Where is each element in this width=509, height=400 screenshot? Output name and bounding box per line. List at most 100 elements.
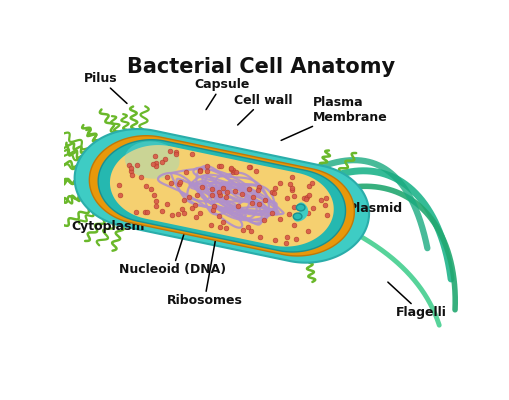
Point	[142, 182, 150, 189]
Point	[207, 192, 215, 198]
Point	[165, 147, 174, 154]
Point	[141, 209, 149, 216]
Point	[215, 163, 223, 169]
Point	[151, 153, 159, 160]
Point	[282, 194, 291, 201]
Point	[231, 168, 239, 175]
Point	[238, 191, 246, 197]
Point	[227, 166, 235, 172]
Point	[244, 164, 252, 170]
Point	[127, 172, 135, 178]
Point	[172, 151, 180, 158]
Polygon shape	[110, 145, 333, 247]
Point	[270, 185, 278, 192]
Point	[178, 206, 186, 212]
Point	[174, 181, 182, 188]
Point	[180, 210, 188, 216]
Point	[259, 217, 267, 224]
Point	[285, 181, 293, 188]
Point	[209, 207, 217, 214]
Point	[260, 197, 268, 204]
Text: Cytoplasm: Cytoplasm	[71, 196, 145, 233]
Ellipse shape	[293, 213, 301, 220]
Point	[288, 174, 296, 180]
Point	[126, 165, 134, 171]
Polygon shape	[98, 140, 345, 252]
Point	[256, 234, 264, 240]
Point	[316, 197, 324, 203]
Point	[252, 168, 260, 174]
Point	[290, 204, 298, 210]
Point	[231, 188, 239, 194]
Point	[132, 208, 140, 215]
Point	[191, 202, 199, 208]
Point	[203, 162, 211, 169]
Ellipse shape	[296, 204, 304, 211]
Point	[244, 224, 252, 230]
Point	[308, 205, 316, 211]
Point	[254, 187, 262, 193]
Point	[143, 208, 151, 215]
Point	[209, 203, 217, 210]
Polygon shape	[89, 136, 354, 256]
Point	[246, 164, 254, 171]
Point	[269, 190, 277, 196]
Point	[125, 162, 133, 168]
Point	[222, 225, 230, 232]
Point	[214, 213, 222, 219]
Point	[304, 228, 312, 234]
Point	[290, 222, 298, 228]
Point	[281, 240, 290, 246]
Point	[322, 195, 330, 201]
Point	[227, 164, 235, 171]
Point	[271, 236, 279, 243]
Point	[288, 185, 296, 192]
Point	[301, 196, 309, 202]
Text: Ribosomes: Ribosomes	[166, 227, 242, 307]
Text: Capsule: Capsule	[194, 78, 249, 110]
Point	[221, 194, 230, 200]
Point	[147, 186, 155, 192]
Point	[222, 188, 231, 195]
Point	[302, 194, 310, 201]
Point	[195, 210, 204, 217]
Point	[151, 198, 159, 204]
Point	[163, 174, 171, 180]
Point	[304, 210, 312, 216]
Text: Pilus: Pilus	[83, 72, 127, 104]
Point	[185, 194, 193, 200]
Point	[173, 211, 181, 217]
Point	[116, 192, 124, 198]
Point	[207, 222, 215, 228]
Point	[136, 174, 145, 180]
Point	[207, 186, 215, 193]
Point	[157, 159, 165, 165]
Point	[176, 179, 184, 186]
Point	[246, 228, 254, 234]
Point	[218, 185, 227, 192]
Point	[152, 202, 160, 209]
Point	[195, 167, 204, 173]
Point	[187, 204, 195, 211]
Point	[182, 169, 190, 175]
Point	[158, 208, 166, 214]
Point	[255, 184, 263, 190]
Point	[323, 212, 331, 218]
Point	[115, 182, 123, 188]
Point	[167, 180, 175, 186]
Point	[192, 192, 201, 198]
Point	[150, 192, 158, 198]
Point	[162, 201, 171, 208]
Point	[268, 210, 276, 216]
Point	[299, 195, 307, 202]
Point	[304, 182, 313, 189]
Point	[290, 193, 298, 199]
Point	[292, 236, 300, 242]
Point	[229, 167, 237, 173]
Point	[132, 162, 140, 168]
Point	[215, 189, 223, 196]
Point	[245, 186, 253, 193]
Text: Flagelli: Flagelli	[387, 282, 446, 319]
Point	[188, 151, 196, 158]
Point	[229, 169, 237, 175]
